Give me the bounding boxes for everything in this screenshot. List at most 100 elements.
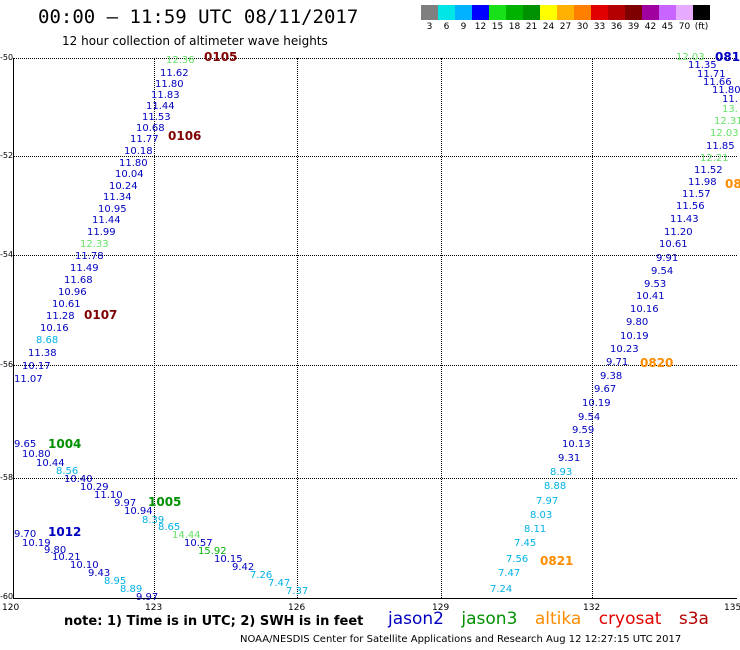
wave-height-value: 9.59 <box>572 425 595 436</box>
legend-label: 21 <box>525 22 538 32</box>
color-legend: 3 6 9 12 15 18 21 24 27 30 33 36 39 42 45 70 (ft) <box>421 5 710 32</box>
wave-height-value: 9.53 <box>644 279 667 290</box>
wave-height-value: 9.43 <box>88 568 111 579</box>
wave-height-value: 9.65 <box>14 439 37 450</box>
wave-height-value: 11.80 <box>155 79 184 90</box>
satellite-s3a: s3a <box>678 609 709 629</box>
legend-label: 24 <box>542 22 555 32</box>
gridline-lon-123 <box>154 58 155 598</box>
wave-height-value: 9.54 <box>651 266 674 277</box>
wave-height-value: 10.21 <box>52 552 81 563</box>
wave-height-value: 10.80 <box>22 449 51 460</box>
wave-height-value: 11.77 <box>130 134 159 145</box>
wave-height-value: 9.67 <box>594 384 617 395</box>
legend-swatch <box>676 5 693 20</box>
wave-height-value: 11.99 <box>87 227 116 238</box>
wave-height-value: 7.37 <box>286 586 309 597</box>
wave-height-value: 11.71 <box>697 69 726 80</box>
legend-label: (ft) <box>694 22 709 32</box>
gridline-lon-126 <box>297 58 298 598</box>
legend-label: 39 <box>627 22 640 32</box>
wave-height-value: 8.88 <box>544 481 567 492</box>
satellite-jason3: jason3 <box>461 609 518 629</box>
wave-height-value: 11.80 <box>119 158 148 169</box>
wave-height-value: 9.91 <box>656 253 679 264</box>
wave-height-value: 12.03 <box>710 128 739 139</box>
wave-height-value: 12.03 <box>676 52 705 63</box>
legend-swatch <box>659 5 676 20</box>
legend-swatch <box>574 5 591 20</box>
satellite-cryosat: cryosat <box>598 609 662 629</box>
pass-time-label: 1012 <box>48 525 82 539</box>
wave-height-value: 8.03 <box>530 510 553 521</box>
gridline-lat-58 <box>14 478 737 479</box>
x-tick-label: 123 <box>145 603 163 613</box>
legend-label: 30 <box>576 22 589 32</box>
wave-height-value: 10.19 <box>620 331 649 342</box>
wave-height-value: 8.65 <box>158 522 181 533</box>
wave-height-value: 10.19 <box>22 538 51 549</box>
wave-height-value: 12.31 <box>714 116 740 127</box>
wave-height-value: 11.53 <box>142 112 171 123</box>
wave-height-value: 10.29 <box>80 482 109 493</box>
satellite-jason2: jason2 <box>388 609 444 629</box>
wave-height-value: 11.62 <box>160 68 189 79</box>
y-tick-label: -52 <box>0 151 14 160</box>
wave-height-value: 7.56 <box>506 554 529 565</box>
wave-height-value: 9.97 <box>114 498 137 509</box>
wave-height-value: 8.56 <box>56 466 79 477</box>
legend-label: 45 <box>661 22 674 32</box>
legend-label: 9 <box>460 22 467 32</box>
wave-height-value: 9.31 <box>558 453 581 464</box>
y-tick-label: -54 <box>0 250 14 259</box>
wave-height-value: 8.93 <box>550 467 573 478</box>
map-title: 00:00 – 11:59 UTC 08/11/2017 <box>38 6 359 28</box>
wave-height-value: 10.23 <box>610 344 639 355</box>
x-tick-label: 120 <box>2 603 20 613</box>
x-tick-label: 129 <box>432 603 450 613</box>
legend-label: 27 <box>559 22 572 32</box>
wave-height-value: 7.97 <box>536 496 559 507</box>
wave-height-value: 9.70 <box>14 529 37 540</box>
wave-height-value: 10.94 <box>124 506 153 517</box>
wave-height-value: 8.95 <box>104 576 127 587</box>
satellite-legend: jason2 jason3 altika cryosat s3a <box>388 609 721 629</box>
wave-height-value: 11.20 <box>664 227 693 238</box>
pass-time-label: 1004 <box>48 437 82 451</box>
legend-swatch <box>421 5 438 20</box>
wave-height-value: 10.18 <box>124 146 153 157</box>
wave-height-value: 11.68 <box>64 275 93 286</box>
wave-height-value: 11.98 <box>688 177 717 188</box>
wave-height-value: 7.47 <box>268 578 291 589</box>
legend-label: 3 <box>426 22 433 32</box>
wave-height-value: 11.28 <box>46 311 75 322</box>
wave-height-value: 12.33 <box>80 239 109 250</box>
wave-height-value: 10.24 <box>109 181 138 192</box>
wave-height-value: 10.57 <box>184 538 213 549</box>
wave-height-value: 7.45 <box>514 538 537 549</box>
wave-height-value: 11. <box>722 94 738 105</box>
legend-label: 15 <box>491 22 504 32</box>
legend-label: 70 <box>678 22 691 32</box>
wave-height-value: 11.38 <box>28 348 57 359</box>
wave-height-value: 11.57 <box>682 189 711 200</box>
wave-height-value: 10.15 <box>214 554 243 565</box>
x-tick-label: 132 <box>583 603 601 613</box>
legend-swatch <box>557 5 574 20</box>
y-tick-label: -50 <box>0 53 14 62</box>
wave-height-value: 8.11 <box>524 524 547 535</box>
gridline-lat-54 <box>14 255 737 256</box>
legend-label: 6 <box>443 22 450 32</box>
map-subtitle: 12 hour collection of altimeter wave hei… <box>62 34 328 48</box>
wave-height-value: 9.42 <box>232 562 255 573</box>
wave-height-value: 10.61 <box>659 239 688 250</box>
wave-height-value: 11.66 <box>703 77 732 88</box>
wave-height-value: 10.16 <box>630 304 659 315</box>
legend-label: 18 <box>508 22 521 32</box>
credit-line: NOAA/NESDIS Center for Satellite Applica… <box>240 634 682 645</box>
x-tick-label: 126 <box>288 603 306 613</box>
wave-height-value: 11.56 <box>676 201 705 212</box>
wave-height-value: 10.13 <box>562 439 591 450</box>
wave-height-value: 10.16 <box>40 323 69 334</box>
wave-height-value: 14.44 <box>172 530 201 541</box>
